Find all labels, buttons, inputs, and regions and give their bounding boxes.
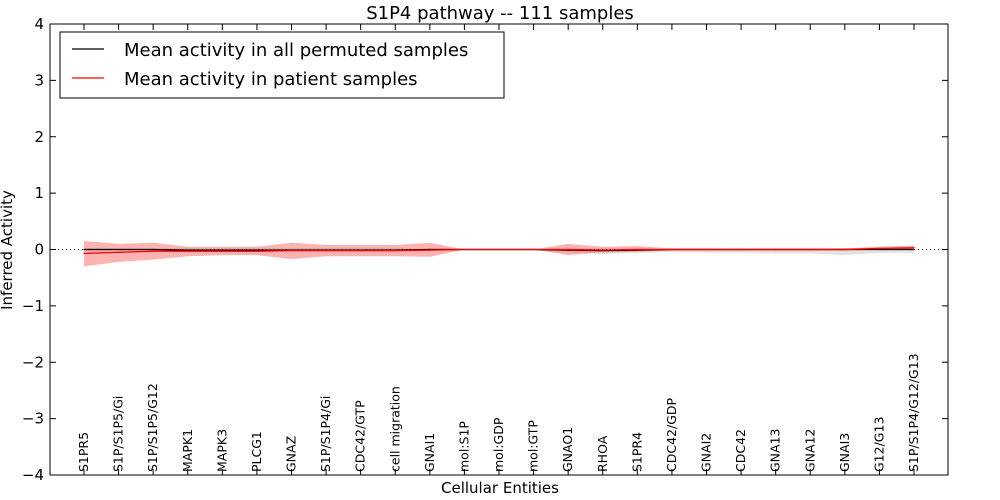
chart-title: S1P4 pathway -- 111 samples <box>366 3 634 24</box>
y-tick-label: −1 <box>22 297 44 315</box>
data-point-patient <box>913 247 915 249</box>
y-tick-label: 4 <box>34 15 44 33</box>
y-tick-label: 0 <box>34 241 44 259</box>
data-point-permuted <box>913 248 915 251</box>
legend-label-permuted: Mean activity in all permuted samples <box>124 40 468 61</box>
data-point-patient <box>187 250 189 252</box>
x-category-label: GNAI3 <box>837 433 852 472</box>
x-category-label: PLCG1 <box>249 431 264 472</box>
data-point-patient <box>844 248 846 251</box>
data-point-patient <box>740 248 742 251</box>
x-category-label: S1PR4 <box>629 432 644 472</box>
x-category-label: mol:GDP <box>491 417 506 472</box>
data-point-permuted <box>118 248 120 251</box>
x-category-label: MAPK3 <box>214 429 229 472</box>
data-point-patient <box>360 250 362 252</box>
data-point-patient <box>705 248 708 251</box>
x-category-label: G12/G13 <box>871 417 886 472</box>
x-category-label: S1P/S1P4/G12/G13 <box>906 353 921 472</box>
data-point-patient <box>221 250 223 252</box>
band-patient <box>84 241 914 267</box>
data-point-patient <box>878 247 881 249</box>
y-axis-label: Inferred Activity <box>0 190 16 310</box>
x-category-label: mol:S1P <box>456 421 471 472</box>
x-category-label: GNAI2 <box>699 433 714 472</box>
legend-label-patient: Mean activity in patient samples <box>124 69 418 90</box>
data-point-patient <box>118 251 120 253</box>
x-category-label: S1PR5 <box>76 432 91 472</box>
x-category-label: S1P/S1P4/Gi <box>318 396 333 472</box>
data-point-patient <box>325 250 327 252</box>
data-point-patient <box>429 249 431 251</box>
x-category-label: MAPK1 <box>180 429 195 472</box>
y-tick-label: −2 <box>22 353 44 371</box>
data-point-patient <box>567 248 569 251</box>
data-point-permuted <box>221 249 223 251</box>
x-category-label: GNAI1 <box>422 433 437 472</box>
y-tick-label: 1 <box>34 184 44 202</box>
x-category-label: CDC42/GDP <box>664 397 679 472</box>
x-category-label: cell migration <box>387 386 402 472</box>
x-category-label: RHOA <box>595 435 610 472</box>
data-point-patient <box>498 248 500 251</box>
data-point-patient <box>463 248 465 251</box>
data-point-patient <box>602 249 604 251</box>
y-tick-label: −3 <box>22 410 44 428</box>
data-point-patient <box>152 250 154 252</box>
legend: Mean activity in all permuted samples Me… <box>59 31 505 99</box>
x-category-label: CDC42 <box>733 429 748 472</box>
x-category-label: GNA12 <box>802 429 817 473</box>
data-point-patient <box>256 250 258 252</box>
data-point-patient <box>83 252 85 254</box>
data-point-patient <box>671 248 673 251</box>
data-point-patient <box>533 248 535 251</box>
x-axis-label: Cellular Entities <box>441 479 559 497</box>
data-point-patient <box>809 248 811 251</box>
x-category-label: GNA13 <box>768 429 783 473</box>
x-category-label: S1P/S1P5/G12 <box>145 383 160 472</box>
legend-box <box>59 31 505 99</box>
x-category-label: S1P/S1P5/Gi <box>111 396 126 472</box>
x-category-label: mol:GTP <box>526 420 541 472</box>
data-point-permuted <box>152 248 154 251</box>
data-point-patient <box>636 248 638 251</box>
y-tick-label: −4 <box>22 466 44 484</box>
data-point-patient <box>290 250 293 252</box>
data-point-permuted <box>83 248 85 251</box>
x-category-label: CDC42/GTP <box>353 400 368 472</box>
data-point-permuted <box>878 248 881 251</box>
y-tick-label: 2 <box>34 128 44 146</box>
plot-frame <box>49 23 949 476</box>
data-point-permuted <box>187 249 189 251</box>
data-point-patient <box>775 248 777 251</box>
data-point-patient <box>394 250 396 252</box>
plot-area: −4 −3 −2 −1 0 1 2 3 4 S1PR5 S1P/S1P5/Gi S1P/S1P5/G1… <box>22 15 948 484</box>
x-category-label: GNAO1 <box>560 427 575 472</box>
x-category-label: GNAZ <box>284 436 299 472</box>
data-point-permuted <box>256 249 258 251</box>
y-tick-label: 3 <box>34 71 44 89</box>
